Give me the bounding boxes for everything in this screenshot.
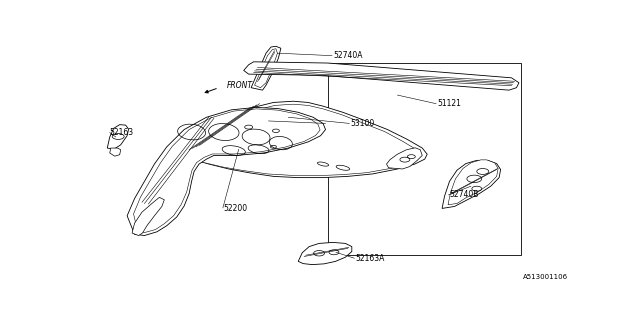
Text: FRONT: FRONT bbox=[227, 81, 252, 90]
Polygon shape bbox=[127, 108, 326, 236]
Polygon shape bbox=[108, 124, 129, 149]
Polygon shape bbox=[442, 160, 500, 208]
Text: 52163A: 52163A bbox=[355, 254, 385, 263]
Text: 51121: 51121 bbox=[437, 99, 461, 108]
Polygon shape bbox=[448, 160, 498, 205]
Polygon shape bbox=[177, 101, 428, 178]
Polygon shape bbox=[110, 148, 121, 156]
Text: 52163: 52163 bbox=[110, 128, 134, 137]
Bar bbox=[328, 63, 522, 255]
Text: 52740B: 52740B bbox=[449, 190, 479, 199]
Polygon shape bbox=[132, 197, 164, 236]
Polygon shape bbox=[255, 49, 277, 88]
Text: A513001106: A513001106 bbox=[524, 274, 568, 280]
Polygon shape bbox=[387, 148, 422, 169]
Text: 52740A: 52740A bbox=[333, 51, 362, 60]
Polygon shape bbox=[244, 62, 519, 90]
Polygon shape bbox=[184, 104, 420, 176]
Polygon shape bbox=[298, 243, 352, 265]
Polygon shape bbox=[134, 109, 320, 233]
Text: 53100: 53100 bbox=[350, 119, 374, 128]
Text: 52200: 52200 bbox=[224, 204, 248, 213]
Polygon shape bbox=[251, 46, 281, 90]
